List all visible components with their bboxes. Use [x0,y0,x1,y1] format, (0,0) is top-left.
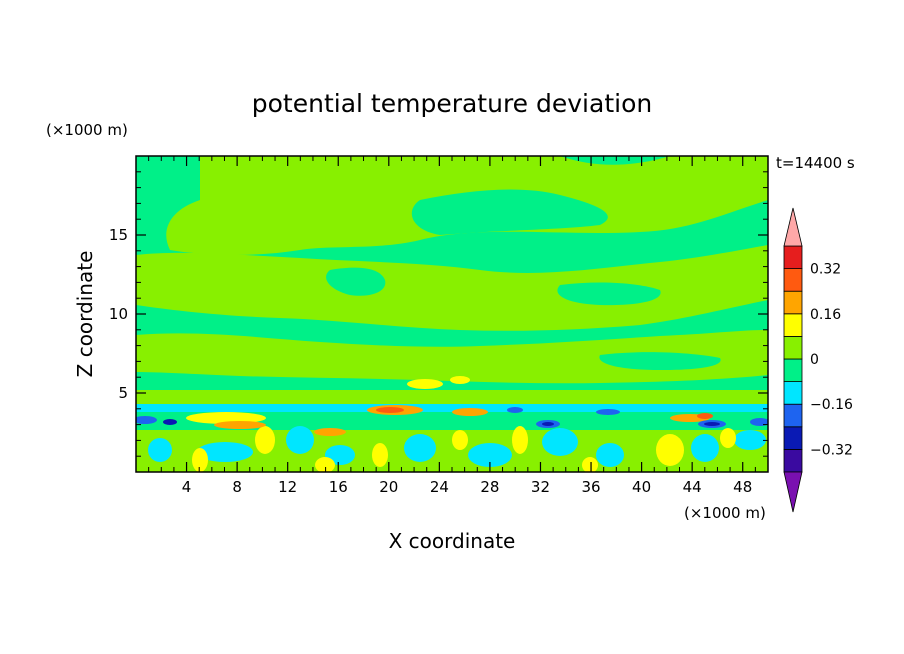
x-tick-label: 40 [632,478,651,496]
cold-cores [163,419,720,426]
colorbar-tick-label: 0.16 [810,307,841,323]
colorbar-extend-max [783,207,803,247]
plot-area [136,156,768,472]
y-tick-label: 10 [109,305,128,323]
x-tick-label: 24 [430,478,449,496]
x-tick-label: 4 [182,478,192,496]
colorbar-segment [783,358,803,383]
x-tick-label: 28 [480,478,499,496]
y-axis-ticks: 5 10 15 [109,171,768,457]
x-tick-label: 16 [329,478,348,496]
x-tick-label: 12 [278,478,297,496]
colorbar-segment [783,403,803,428]
x-tick-label: 44 [683,478,702,496]
colorbar-segment [783,426,803,450]
y-tick-label: 5 [118,384,128,402]
x-axis-label: X coordinate [389,529,516,553]
contour-band [411,189,608,235]
hot-spots [376,407,713,419]
y-tick-label: 15 [109,226,128,244]
colorbar-extend-min [783,471,803,513]
x-tick-label: 48 [733,478,752,496]
colorbar-segment [783,335,803,360]
contour-band [599,352,721,370]
colorbar-tick-label: 0 [810,352,819,368]
colorbar-tick-label: −0.16 [810,397,853,413]
colorbar-segment [783,268,803,292]
colorbar-segment [783,313,803,337]
x-tick-label: 20 [379,478,398,496]
contour-band [136,404,768,412]
x-tick-label: 36 [581,478,600,496]
x-axis-ticks: 4 8 12 16 20 24 28 32 36 40 44 48 [148,156,756,496]
colorbar-tick-label: 0.32 [810,262,841,278]
cold-cells [148,426,766,467]
x-tick-label: 8 [232,478,242,496]
x-tick-label: 32 [531,478,550,496]
colorbar-segment [783,245,803,270]
y-axis-unit: (×1000 m) [46,121,128,139]
time-label: t=14400 s [776,154,855,172]
warm-streaks [214,405,710,436]
colorbar-segment [783,448,803,473]
y-axis-label: Z coordinate [73,251,97,378]
x-axis-unit: (×1000 m) [684,504,766,522]
colorbar-segment [783,290,803,315]
colorbar: 0.32 0.16 0 −0.16 −0.32 [783,207,853,513]
colorbar-segment [783,381,803,405]
contour-band [136,330,768,384]
contour-band [326,267,386,296]
chart-title: potential temperature deviation [252,89,652,118]
contour-band [136,245,768,331]
warm-cells [186,376,736,472]
contour-band [557,282,661,306]
colorbar-tick-label: −0.32 [810,442,853,458]
